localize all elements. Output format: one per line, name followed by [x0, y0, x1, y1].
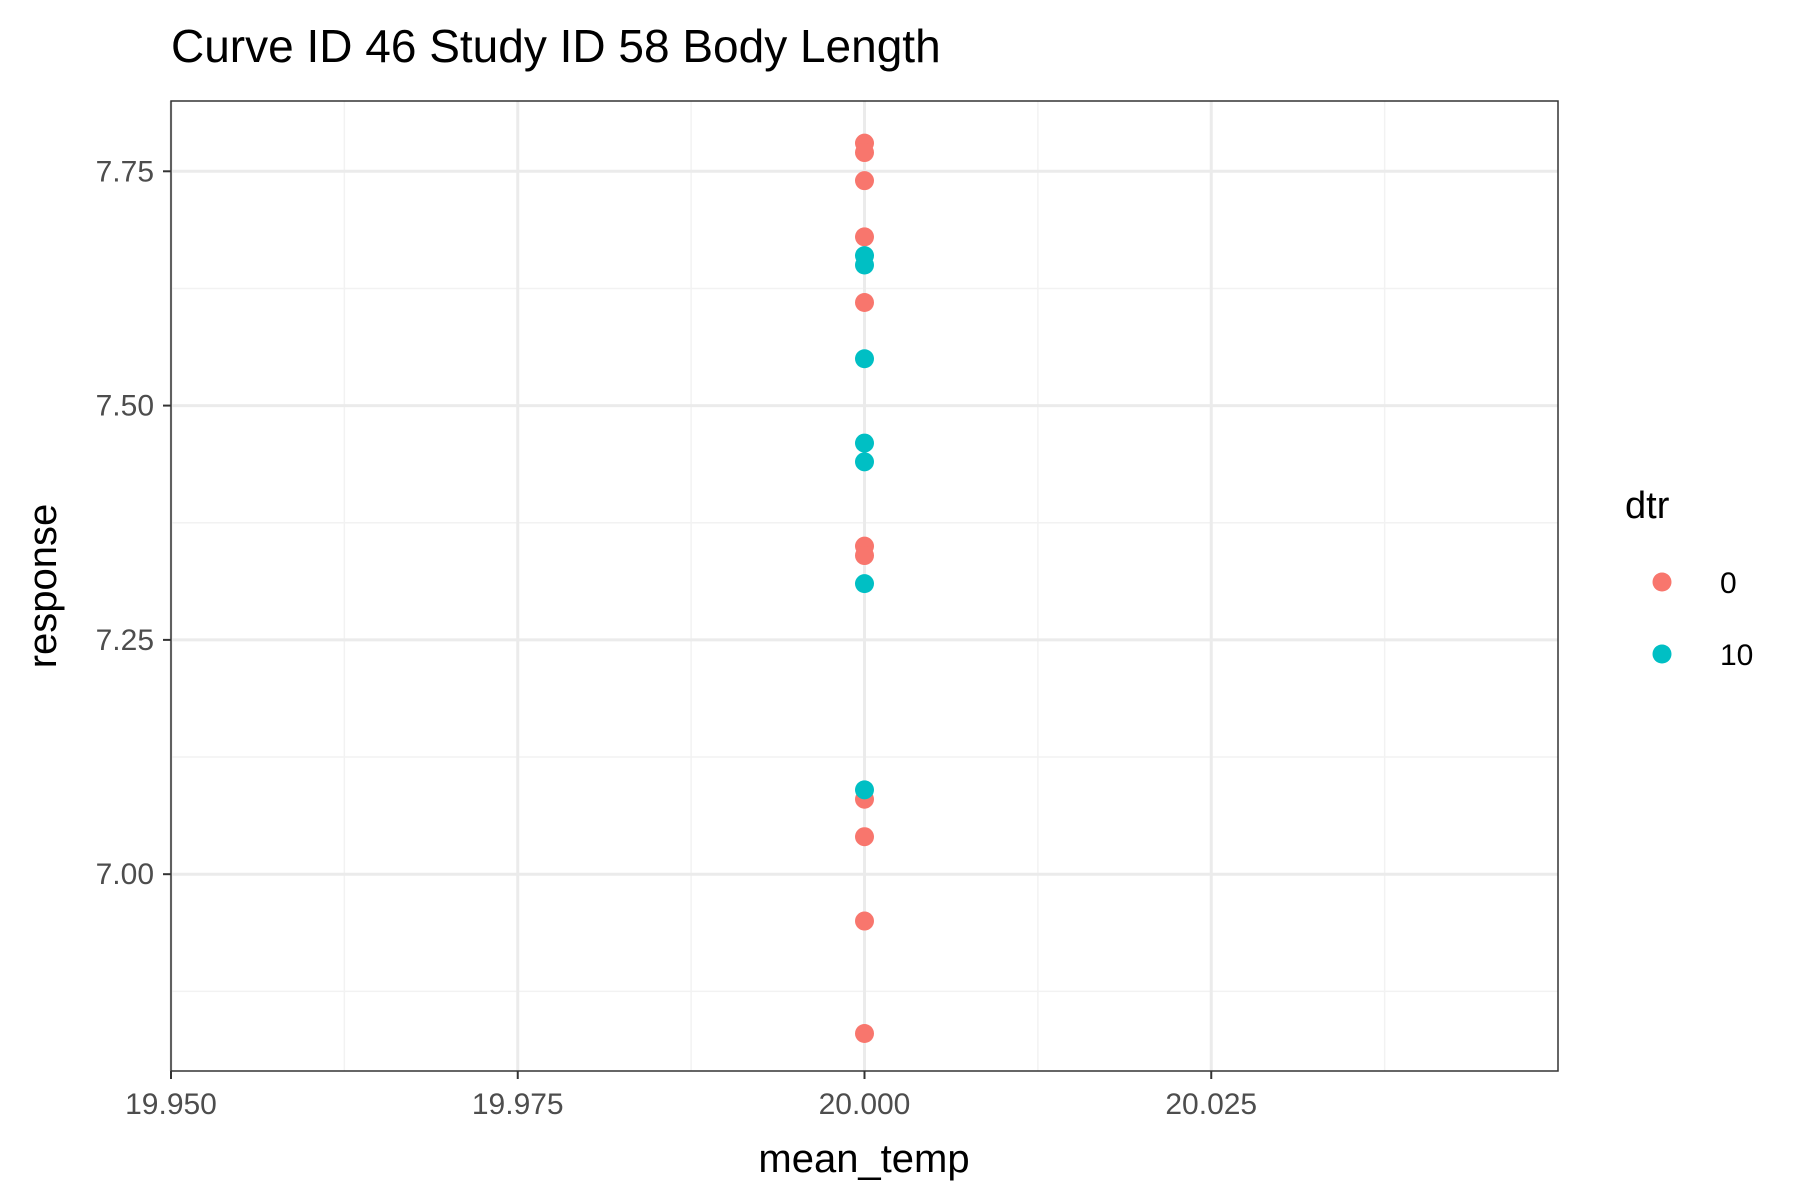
data-point-dtr-10 [855, 349, 874, 369]
x-tick-label: 19.975 [472, 1088, 564, 1121]
data-point-dtr-10 [855, 780, 874, 800]
data-point-dtr-10 [855, 452, 874, 472]
data-point-dtr-0 [855, 171, 874, 191]
legend-label-10: 10 [1720, 639, 1753, 672]
y-tick-label: 7.50 [96, 390, 154, 423]
y-tick-label: 7.25 [96, 624, 154, 657]
legend-key-10 [1652, 644, 1672, 664]
chart-title: Curve ID 46 Study ID 58 Body Length [171, 20, 941, 72]
x-tick-label: 20.025 [1165, 1088, 1257, 1121]
legend-label-0: 0 [1720, 567, 1737, 600]
legend-title: dtr [1625, 485, 1670, 527]
y-tick-label: 7.75 [96, 155, 154, 188]
x-tick-label: 20.000 [819, 1088, 911, 1121]
x-axis-title: mean_temp [758, 1137, 969, 1181]
data-point-dtr-0 [855, 827, 874, 847]
data-point-dtr-10 [855, 574, 874, 594]
y-axis-title: response [21, 504, 65, 669]
data-point-dtr-0 [855, 227, 874, 247]
legend: dtr 0 10 [1625, 485, 1753, 672]
data-point-dtr-0 [855, 292, 874, 312]
data-point-dtr-0 [855, 143, 874, 163]
data-point-dtr-10 [855, 433, 874, 453]
y-axis: 7.00 7.25 7.50 7.75 [96, 155, 171, 891]
x-tick-label: 19.950 [125, 1088, 217, 1121]
data-points [855, 133, 874, 1044]
data-point-dtr-0 [855, 1024, 874, 1044]
y-tick-label: 7.00 [96, 858, 154, 891]
x-axis: 19.950 19.975 20.000 20.025 [125, 1071, 1257, 1121]
data-point-dtr-0 [855, 546, 874, 566]
legend-key-0 [1652, 572, 1672, 592]
data-point-dtr-0 [855, 911, 874, 931]
data-point-dtr-10 [855, 255, 874, 275]
